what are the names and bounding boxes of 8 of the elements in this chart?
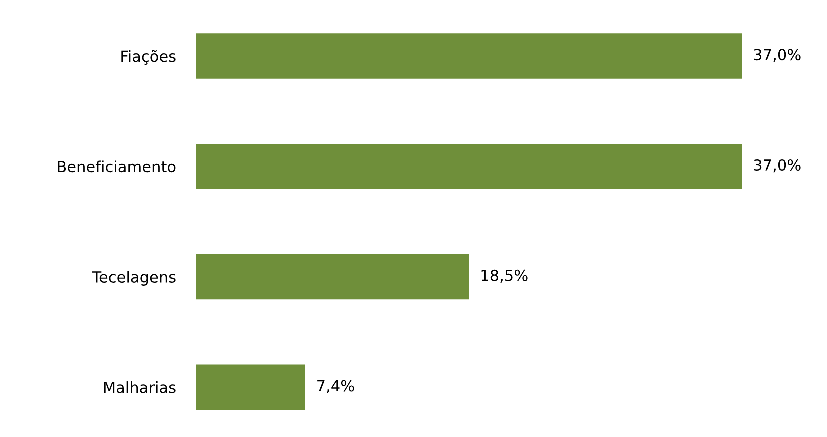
data-label: 37,0% [754,159,801,173]
y-tick-label: Fiações [122,50,176,65]
data-label: 37,0% [754,49,801,62]
y-tick-label: Tecelagens [92,271,176,286]
data-label: 7,4% [318,380,354,394]
y-tick-label: Malharias [104,382,176,394]
data-label: 18,5% [482,270,528,283]
y-tick-label: Beneficiamento [58,160,176,173]
